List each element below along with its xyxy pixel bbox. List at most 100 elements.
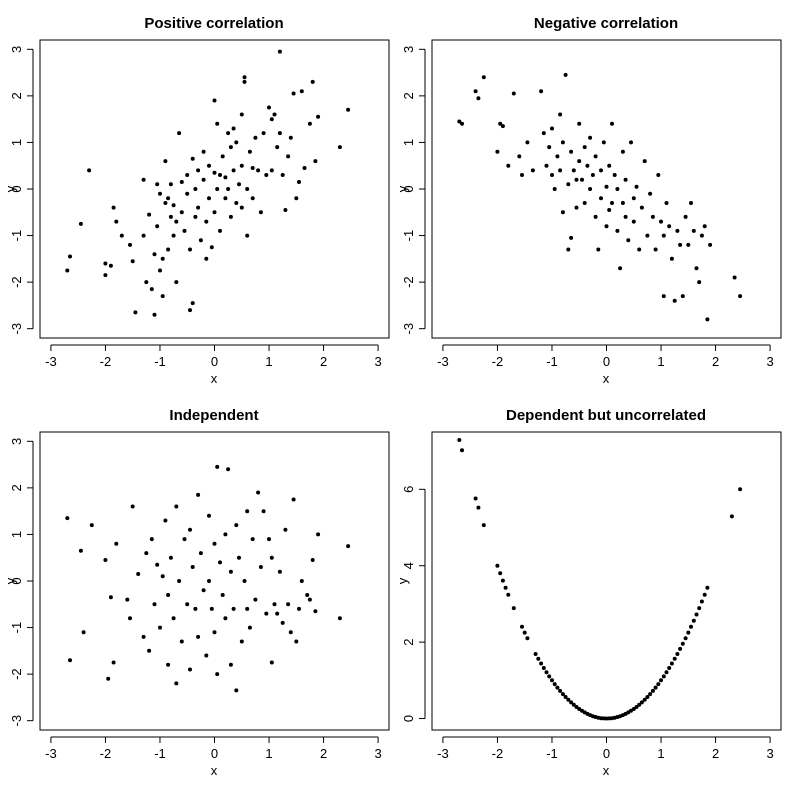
data-point: [544, 163, 549, 168]
x-tick-label: -1: [546, 354, 558, 369]
data-point: [604, 184, 609, 189]
panel-independent: Independent -3 -2 -1 0 1 2 3 -3 -2 -1 0 1 2 3 x y: [3, 407, 390, 778]
data-point: [283, 208, 288, 212]
data-point: [190, 565, 195, 569]
data-point: [141, 634, 146, 639]
data-point: [228, 569, 233, 574]
data-point: [149, 537, 154, 542]
data-point: [680, 641, 685, 646]
data-point: [522, 630, 527, 635]
data-point: [231, 168, 236, 173]
data-point: [604, 224, 609, 229]
data-point: [457, 119, 462, 124]
data-point: [218, 173, 222, 177]
data-point: [637, 702, 642, 707]
data-point: [582, 145, 587, 150]
data-point: [653, 685, 658, 690]
data-point: [634, 184, 639, 189]
data-point: [550, 173, 554, 177]
data-point: [503, 585, 508, 590]
data-point: [119, 233, 124, 238]
panel-title: Negative correlation: [534, 15, 678, 32]
x-axis-label: x: [211, 763, 218, 778]
data-point: [261, 131, 266, 136]
data-point: [193, 606, 198, 611]
y-tick-label: 2: [9, 484, 24, 491]
data-point: [664, 670, 669, 675]
x-tick-label: 1: [657, 354, 664, 369]
data-point: [234, 140, 239, 145]
data-point: [188, 527, 192, 532]
data-point: [577, 121, 582, 126]
data-point: [193, 214, 198, 219]
data-point: [656, 682, 661, 687]
data-point: [247, 625, 252, 630]
panel-dependent-uncorrelated: Dependent but uncorrelated -3 -2 -1 0 1 2 3 0 2 4…: [395, 407, 782, 778]
data-point: [506, 163, 511, 168]
y-tick-label: -3: [9, 323, 24, 335]
data-point: [267, 537, 271, 542]
points-group: [457, 438, 743, 721]
data-point: [305, 593, 310, 597]
y-tick-label: 1: [9, 139, 24, 146]
x-axis-label: x: [603, 371, 610, 386]
y-axis-label: y: [3, 577, 18, 584]
data-point: [212, 98, 217, 103]
data-point: [188, 308, 192, 313]
data-point: [280, 620, 285, 625]
data-point: [179, 639, 184, 644]
data-point: [269, 555, 274, 560]
data-point: [307, 597, 312, 602]
data-point: [204, 653, 209, 658]
y-tick-label: 3: [9, 438, 24, 445]
data-point: [288, 135, 293, 140]
data-point: [209, 245, 214, 250]
data-point: [207, 163, 211, 168]
y-tick-label: -2: [9, 276, 24, 288]
data-point: [193, 187, 198, 191]
data-point: [212, 210, 217, 215]
data-point: [310, 558, 315, 562]
points-group: [65, 464, 351, 693]
data-point: [683, 636, 688, 641]
y-tick-label: 0: [9, 577, 24, 584]
data-point: [669, 661, 674, 666]
data-point: [261, 509, 266, 514]
data-point: [89, 523, 94, 528]
data-point: [642, 159, 647, 164]
data-point: [550, 678, 554, 683]
data-point: [539, 89, 544, 94]
data-point: [623, 177, 628, 182]
data-point: [220, 593, 225, 597]
data-point: [291, 91, 296, 96]
data-point: [163, 201, 168, 205]
data-point: [280, 173, 285, 177]
data-point: [316, 532, 321, 537]
data-point: [481, 523, 486, 528]
data-point: [226, 187, 231, 191]
data-point: [152, 602, 157, 607]
data-point: [686, 242, 691, 247]
data-point: [166, 593, 171, 597]
data-point: [239, 205, 244, 210]
data-point: [215, 672, 220, 677]
data-point: [185, 191, 190, 196]
data-point: [81, 630, 86, 635]
y-tick-label: -2: [401, 276, 416, 288]
data-point: [313, 159, 318, 164]
x-tick-label: 0: [603, 746, 610, 761]
data-point: [337, 145, 342, 150]
data-point: [226, 131, 231, 136]
data-point: [158, 625, 162, 630]
data-point: [136, 572, 141, 576]
data-point: [294, 196, 299, 201]
data-point: [245, 509, 250, 514]
data-point: [201, 177, 206, 182]
data-point: [566, 697, 571, 702]
data-point: [190, 301, 195, 306]
data-point: [144, 551, 149, 556]
panel-title: Dependent but uncorrelated: [506, 407, 706, 424]
data-point: [601, 140, 606, 145]
data-point: [166, 247, 171, 252]
